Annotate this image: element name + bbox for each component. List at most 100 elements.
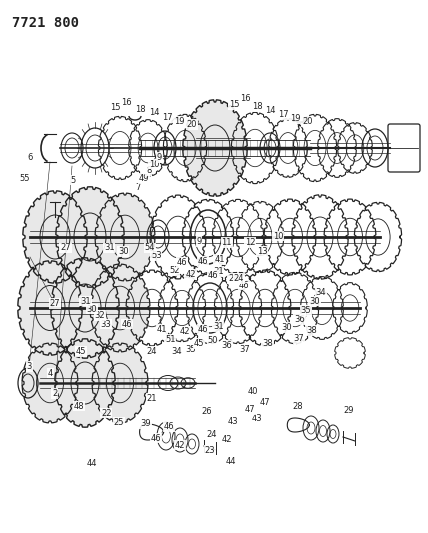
Text: 47: 47 (260, 398, 270, 407)
Text: 35: 35 (185, 345, 196, 353)
Text: 39: 39 (140, 419, 151, 428)
Text: 20: 20 (187, 120, 197, 128)
Text: 27: 27 (50, 300, 60, 308)
Polygon shape (92, 343, 148, 423)
Text: 20: 20 (302, 117, 312, 126)
Text: 45: 45 (76, 348, 86, 356)
Text: 11: 11 (222, 238, 232, 247)
Text: 5: 5 (70, 176, 75, 184)
Text: 38: 38 (262, 340, 273, 348)
Text: 24: 24 (234, 274, 244, 283)
Text: 42: 42 (185, 270, 196, 279)
Text: 16: 16 (122, 98, 132, 107)
Polygon shape (23, 191, 87, 283)
Text: 46: 46 (164, 422, 174, 431)
Text: 49: 49 (139, 174, 149, 183)
Text: 55: 55 (20, 174, 30, 183)
Text: 13: 13 (257, 247, 267, 256)
Text: 47: 47 (245, 405, 256, 414)
Text: 36: 36 (221, 341, 232, 350)
Text: 21: 21 (147, 394, 157, 403)
Text: 38: 38 (306, 326, 317, 335)
Text: 53: 53 (151, 252, 161, 260)
Text: 45: 45 (194, 340, 204, 348)
Text: 3: 3 (27, 362, 32, 371)
Text: 23: 23 (205, 446, 215, 455)
Text: 4: 4 (48, 369, 53, 377)
Text: 24: 24 (207, 430, 217, 439)
Text: 36: 36 (294, 316, 305, 324)
Text: 46: 46 (208, 271, 218, 280)
Text: 17: 17 (163, 113, 173, 122)
Polygon shape (18, 261, 82, 355)
Text: 26: 26 (202, 407, 212, 416)
Text: 40: 40 (247, 387, 258, 396)
Text: 37: 37 (239, 345, 250, 353)
Text: 16: 16 (240, 94, 250, 103)
Text: 41: 41 (214, 255, 225, 264)
Text: 31: 31 (104, 244, 114, 252)
Text: 42: 42 (180, 327, 190, 336)
Text: 46: 46 (177, 259, 187, 267)
Text: 32: 32 (95, 311, 105, 320)
Text: 14: 14 (265, 107, 276, 115)
Text: 10: 10 (149, 160, 159, 168)
Text: 30: 30 (282, 324, 292, 332)
Text: 8: 8 (146, 166, 152, 175)
Text: 51: 51 (165, 335, 175, 344)
Text: 2: 2 (52, 389, 57, 398)
Text: 6: 6 (27, 153, 33, 161)
Text: 7: 7 (135, 183, 140, 192)
Text: 29: 29 (344, 406, 354, 415)
Text: 52: 52 (169, 266, 179, 274)
Polygon shape (183, 100, 247, 196)
Text: 15: 15 (110, 103, 121, 112)
Text: 44: 44 (226, 457, 236, 465)
Text: 34: 34 (172, 348, 182, 356)
Text: 54: 54 (145, 244, 155, 252)
Text: 30: 30 (309, 297, 320, 305)
Text: 19: 19 (290, 114, 300, 123)
Text: 10: 10 (273, 232, 283, 240)
Text: 24: 24 (147, 348, 157, 356)
Text: 41: 41 (157, 325, 167, 334)
Text: 33: 33 (101, 320, 112, 328)
Text: 19: 19 (175, 117, 185, 126)
Text: 15: 15 (229, 100, 240, 109)
Text: 37: 37 (293, 334, 304, 343)
Text: 18: 18 (253, 102, 263, 111)
Text: 46: 46 (151, 434, 161, 442)
Text: 31: 31 (213, 322, 223, 330)
Text: 42: 42 (175, 441, 185, 449)
Text: 48: 48 (74, 402, 84, 410)
Text: 42: 42 (222, 435, 232, 444)
Text: 35: 35 (301, 306, 311, 314)
Text: 18: 18 (135, 105, 146, 114)
Text: 9: 9 (157, 153, 162, 161)
Text: 46: 46 (239, 281, 249, 289)
Polygon shape (22, 343, 78, 423)
Text: 31: 31 (80, 297, 91, 305)
Text: 34: 34 (316, 288, 326, 296)
Text: 17: 17 (278, 110, 288, 119)
Polygon shape (95, 193, 155, 281)
Text: 31: 31 (213, 268, 223, 276)
Text: 27: 27 (60, 244, 71, 252)
Text: 30: 30 (118, 247, 128, 256)
Text: 43: 43 (228, 417, 238, 425)
Text: 25: 25 (114, 418, 124, 427)
Text: 30: 30 (87, 305, 97, 313)
Text: 44: 44 (87, 459, 97, 468)
Text: 14: 14 (149, 109, 159, 117)
Polygon shape (56, 187, 124, 287)
Text: 46: 46 (198, 325, 208, 334)
Text: 50: 50 (208, 336, 218, 344)
Text: 7721 800: 7721 800 (12, 16, 79, 30)
Polygon shape (51, 258, 119, 358)
Text: 22: 22 (101, 409, 111, 417)
Text: 28: 28 (292, 402, 303, 410)
Text: 43: 43 (252, 414, 262, 423)
Polygon shape (55, 339, 115, 427)
Text: 46: 46 (198, 257, 208, 265)
Text: 24: 24 (228, 274, 238, 282)
